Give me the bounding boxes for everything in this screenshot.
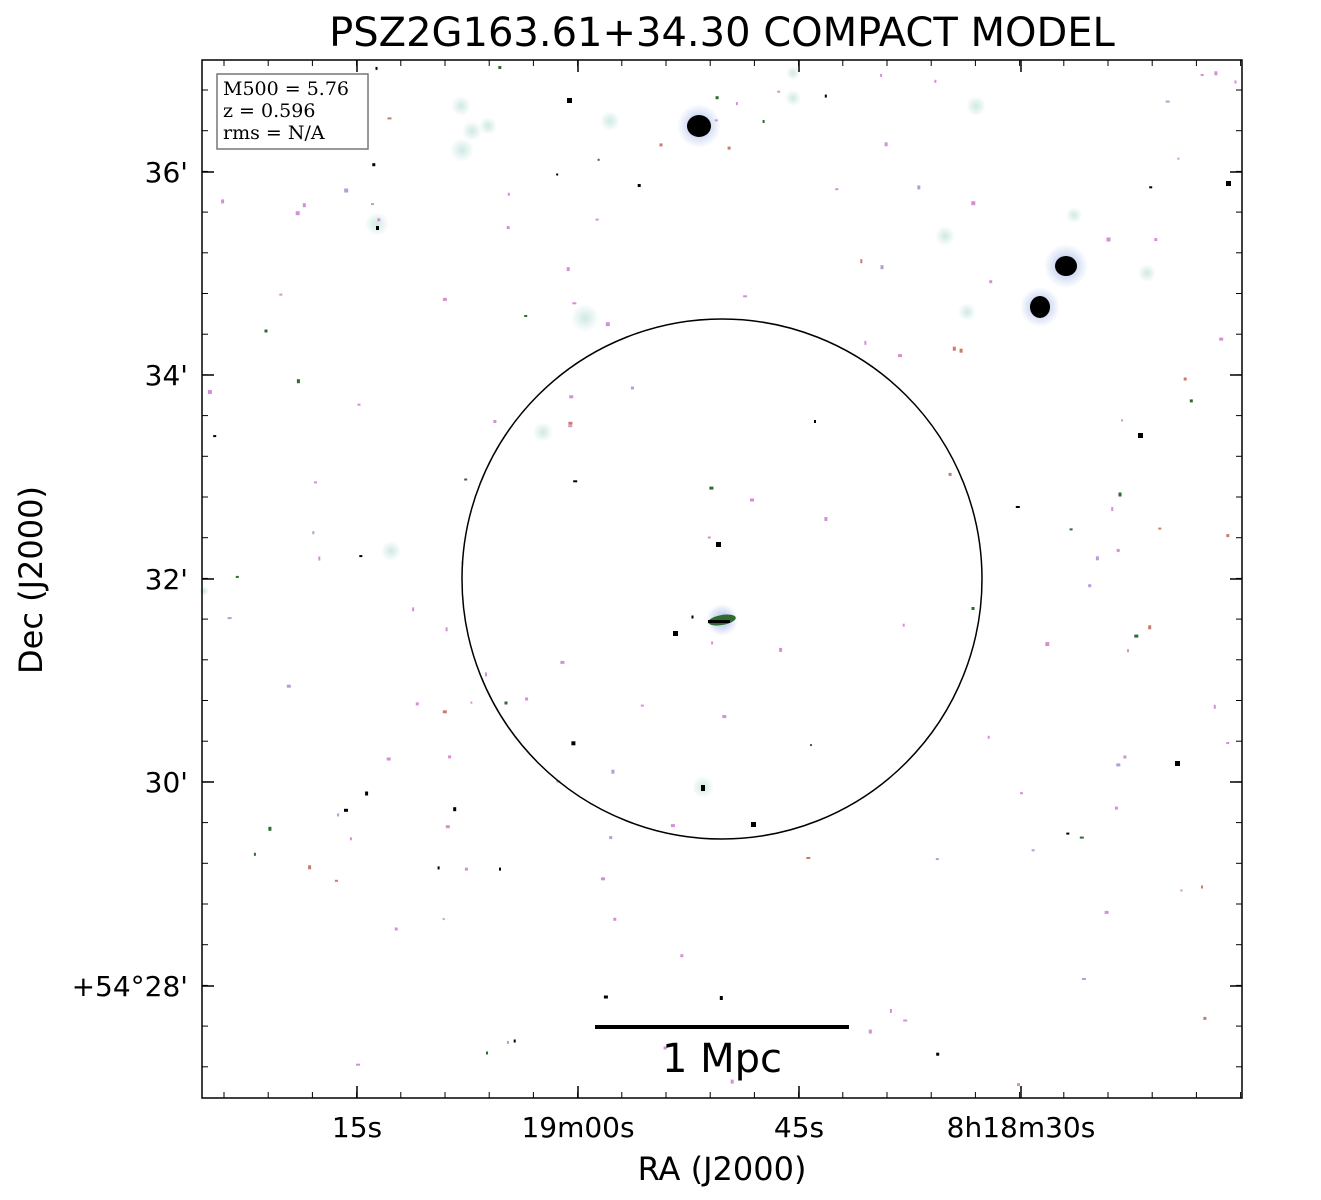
dec-tick-label: 36' [145,156,188,189]
info-redshift: z = 0.596 [223,100,315,122]
x-axis-label: RA (J2000) [638,1150,807,1188]
info-box: M500 = 5.76 z = 0.596 rms = N/A [216,73,369,150]
ra-tick-label: 15s [332,1111,382,1144]
info-m500: M500 = 5.76 [223,78,349,100]
dec-tick-label: 32' [145,563,188,596]
ra-tick-label: 19m00s [521,1111,634,1144]
y-axis-label: Dec (J2000) [12,486,50,674]
figure-title: PSZ2G163.61+34.30 COMPACT MODEL [329,10,1115,56]
plot-frame [201,59,1243,1099]
dec-tick-label: 30' [145,766,188,799]
aperture-circle [461,318,983,840]
info-rms: rms = N/A [223,122,325,144]
sources-layer [199,66,1237,1087]
axis-ticks [202,60,1242,1098]
image-area: 1 Mpc [199,60,1242,1098]
ra-tick-label: 8h18m30s [947,1111,1096,1144]
dec-tick-label: 34' [145,359,188,392]
scale-bar-label: 1 Mpc [662,1036,782,1082]
ra-tick-label: 45s [774,1111,824,1144]
dec-tick-label: +54°28' [72,970,188,1003]
